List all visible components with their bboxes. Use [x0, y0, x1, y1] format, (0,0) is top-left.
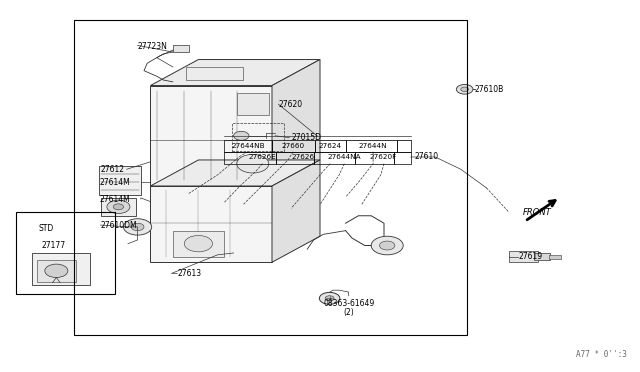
- Text: 27619: 27619: [518, 252, 543, 261]
- Text: A77 * 0'':3: A77 * 0'':3: [577, 350, 627, 359]
- Circle shape: [325, 296, 334, 301]
- Circle shape: [124, 219, 152, 235]
- Text: 27614M: 27614M: [99, 195, 130, 203]
- Text: 27613: 27613: [177, 269, 202, 278]
- Polygon shape: [272, 160, 320, 262]
- Bar: [355, 152, 394, 164]
- Text: 27620F: 27620F: [370, 154, 397, 160]
- Text: 27612: 27612: [101, 165, 125, 174]
- Bar: [549, 255, 561, 259]
- Circle shape: [371, 236, 403, 255]
- Text: 27610B: 27610B: [475, 85, 504, 94]
- Circle shape: [45, 264, 68, 278]
- Text: 27644NB: 27644NB: [232, 143, 265, 149]
- Circle shape: [113, 204, 124, 210]
- Bar: [32, 253, 90, 285]
- Text: 27626E: 27626E: [248, 154, 276, 160]
- Circle shape: [237, 154, 269, 173]
- Text: 27624: 27624: [318, 143, 341, 149]
- Text: 27620: 27620: [278, 100, 303, 109]
- Bar: [237, 93, 269, 115]
- Polygon shape: [272, 60, 320, 186]
- Bar: [397, 140, 411, 152]
- Bar: [315, 140, 346, 152]
- Bar: [16, 212, 115, 294]
- Bar: [101, 198, 136, 216]
- Polygon shape: [150, 60, 320, 86]
- Text: 27610: 27610: [414, 153, 438, 161]
- Text: 27660: 27660: [282, 143, 305, 149]
- Text: 27626: 27626: [292, 154, 315, 160]
- Bar: [173, 231, 224, 257]
- Circle shape: [131, 223, 144, 231]
- Bar: [272, 140, 315, 152]
- Text: 27644N: 27644N: [359, 143, 387, 149]
- Text: 08363-61649: 08363-61649: [323, 299, 374, 308]
- Text: 27015D: 27015D: [291, 133, 321, 142]
- Text: STD: STD: [38, 224, 54, 233]
- Bar: [224, 140, 272, 152]
- Circle shape: [107, 200, 130, 214]
- Bar: [99, 166, 141, 195]
- Bar: [74, 20, 467, 335]
- Bar: [232, 123, 284, 151]
- Bar: [314, 152, 355, 164]
- Circle shape: [456, 84, 473, 94]
- Bar: [37, 260, 76, 282]
- Bar: [150, 186, 272, 262]
- Bar: [509, 251, 538, 262]
- Text: 27644NA: 27644NA: [328, 154, 361, 160]
- Circle shape: [319, 292, 340, 304]
- Bar: [224, 152, 276, 164]
- Bar: [186, 67, 243, 80]
- Circle shape: [184, 235, 212, 252]
- Circle shape: [234, 131, 249, 140]
- Polygon shape: [150, 160, 320, 186]
- Bar: [534, 253, 550, 260]
- Bar: [173, 45, 189, 52]
- Text: 27614M: 27614M: [99, 178, 130, 187]
- Text: FRONT: FRONT: [524, 208, 552, 217]
- Bar: [394, 152, 411, 164]
- Text: 27610DM: 27610DM: [100, 221, 137, 230]
- Bar: [346, 140, 397, 152]
- Circle shape: [380, 241, 395, 250]
- Bar: [276, 152, 314, 164]
- Circle shape: [461, 87, 468, 92]
- Bar: [150, 86, 272, 186]
- Text: (2): (2): [344, 308, 354, 317]
- Text: 27723N: 27723N: [138, 42, 168, 51]
- Text: 27177: 27177: [42, 241, 66, 250]
